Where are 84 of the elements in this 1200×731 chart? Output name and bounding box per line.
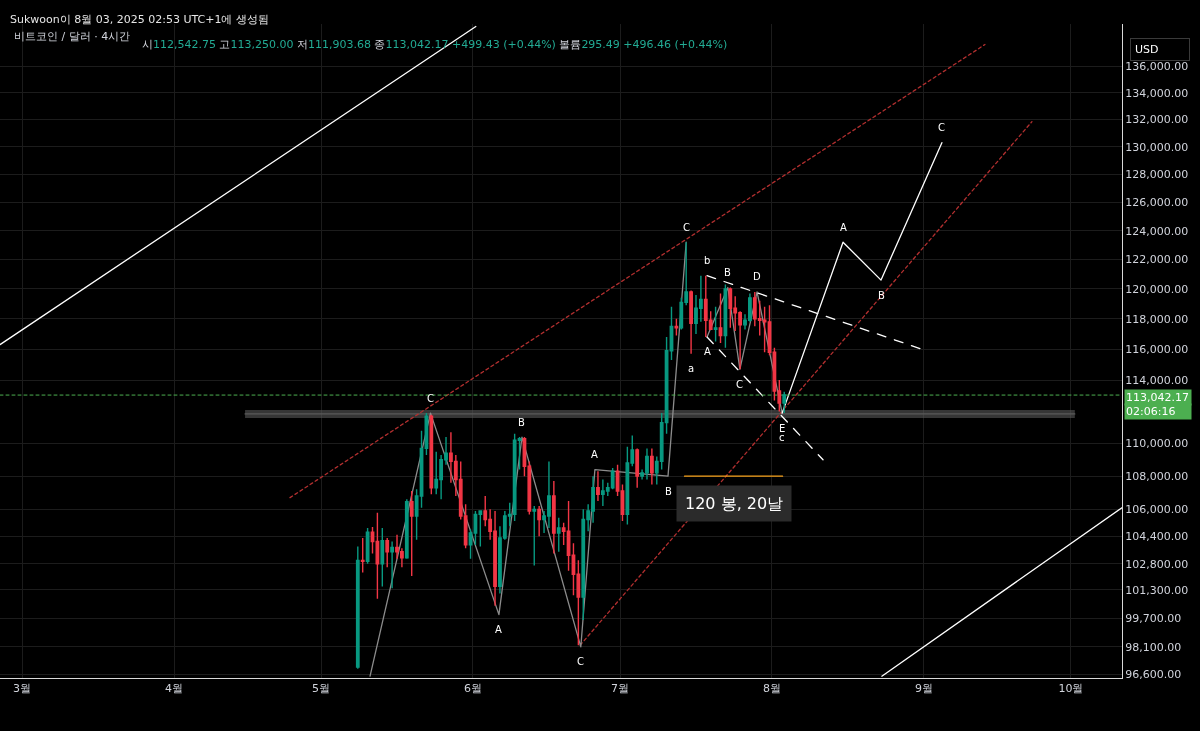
y-tick-label: 132,000.00 [1125, 113, 1189, 127]
candlestick [581, 508, 586, 621]
text: USD [1135, 43, 1159, 56]
annotation: B [878, 290, 885, 301]
candlestick [635, 447, 640, 489]
x-tick-label: 9월 [914, 682, 933, 696]
y-tick-label: 106,000.00 [1125, 503, 1189, 517]
y-tick-label: 110,000.00 [1125, 437, 1189, 451]
y-tick-label: 120,000.00 [1125, 282, 1189, 296]
candlestick [674, 318, 679, 337]
series-label: 120 봉, 20날 [685, 494, 784, 513]
candlestick [434, 450, 439, 496]
y-tick-label: 108,000.00 [1125, 469, 1189, 483]
y-tick-label: 126,000.00 [1125, 196, 1189, 210]
annotation: a [688, 363, 695, 374]
annotation: B [665, 486, 672, 497]
candlestick [728, 286, 733, 329]
annotation: D [753, 271, 761, 282]
annotation: E [779, 423, 786, 434]
x-tick-label: 10월 [1058, 682, 1084, 696]
candlestick [556, 517, 561, 553]
annotation: C [938, 122, 945, 133]
annotation: C [683, 222, 690, 233]
candlestick [468, 528, 473, 560]
candlestick [390, 540, 395, 589]
y-tick-label: 116,000.00 [1125, 343, 1189, 357]
candlestick [537, 505, 542, 538]
annotation: Sukwoon이 8월 03, 2025 02:53 UTC+1에 생성됨 [10, 13, 269, 26]
candlestick [380, 527, 385, 588]
candlestick [649, 447, 654, 486]
candlestick [370, 526, 375, 555]
y-tick-label: 104,400.00 [1125, 530, 1189, 544]
candlestick [404, 498, 409, 560]
x-tick-label: 3월 [13, 682, 32, 696]
annotation: A [591, 449, 598, 460]
candlestick [355, 545, 360, 670]
candlestick [375, 512, 380, 600]
candlestick [385, 537, 390, 568]
text: 비트코인 / 달러 · 4시간 [14, 29, 131, 43]
y-tick-label: 128,000.00 [1125, 168, 1189, 182]
y-tick-label: 134,000.00 [1125, 86, 1189, 100]
annotation: B [724, 267, 731, 278]
x-tick-label: 6월 [463, 682, 482, 696]
y-tick-label: 124,000.00 [1125, 224, 1189, 238]
x-tick-label: 5월 [312, 682, 331, 696]
candlestick [409, 490, 414, 577]
candlestick [596, 470, 600, 502]
y-tick-label: 99,700.00 [1125, 612, 1182, 626]
annotation: C [736, 379, 743, 390]
candlestick [532, 505, 537, 567]
candlestick [429, 414, 434, 496]
candlestick [689, 289, 693, 355]
candlestick [512, 433, 517, 522]
text: 02:06:16 [1126, 405, 1176, 418]
y-tick-label: 102,800.00 [1125, 557, 1189, 571]
y-tick-label: 118,000.00 [1125, 312, 1189, 326]
text: 시112,542.75 고113,250.00 저111,903.68 종113,042.17 +499.43 (+0.44%) 볼륨295.49 +496.46 (+0.44%) [142, 38, 728, 51]
candlestick [713, 306, 718, 343]
candlestick [365, 527, 370, 565]
annotation: c [779, 432, 785, 443]
candlestick [360, 537, 365, 574]
annotation: C [577, 656, 584, 667]
ref-line-label: 113,042.17 [1126, 391, 1189, 404]
annotation: A [704, 346, 711, 357]
candlestick [551, 480, 556, 555]
annotation: A [495, 624, 502, 635]
candlestick [718, 292, 723, 344]
y-tick-label: 98,100.00 [1125, 640, 1182, 654]
annotation: C [427, 393, 434, 404]
candlestick [566, 500, 571, 572]
y-tick-label: 101,300.00 [1125, 583, 1189, 597]
annotation: B [518, 417, 525, 428]
candlestick [782, 391, 787, 414]
x-tick-label: 7월 [611, 682, 630, 696]
annotation: A [840, 222, 847, 233]
y-tick-label: 136,000.00 [1125, 60, 1189, 74]
y-tick-label: 122,000.00 [1125, 253, 1189, 267]
x-tick-label: 4월 [165, 682, 183, 696]
x-tick-label: 8월 [762, 682, 781, 696]
annotation: b [704, 255, 711, 266]
y-tick-label: 114,000.00 [1125, 373, 1189, 387]
y-tick-label: 96,600.00 [1125, 668, 1182, 682]
candlestick [478, 510, 483, 548]
y-tick-label: 130,000.00 [1125, 140, 1189, 154]
